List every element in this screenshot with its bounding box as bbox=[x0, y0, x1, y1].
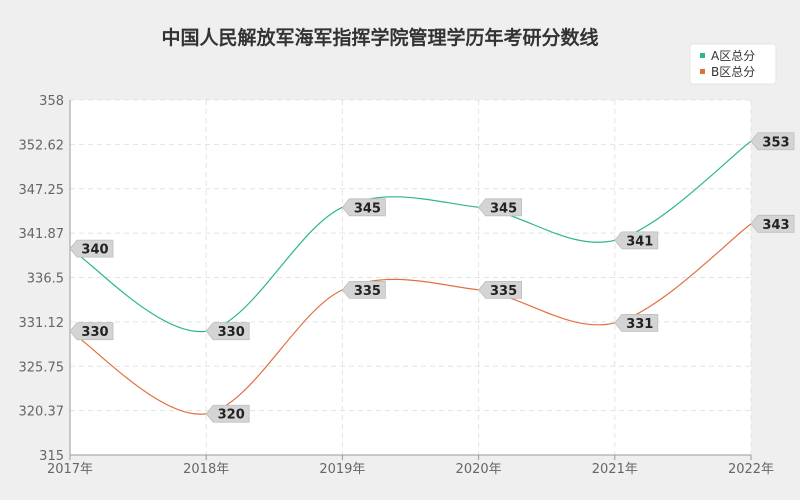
data-label-1: 330 bbox=[205, 322, 250, 341]
data-label-bg bbox=[478, 198, 522, 217]
data-label-bg bbox=[750, 132, 795, 151]
legend-label-2: B区总分 bbox=[711, 65, 755, 79]
data-label-text: 343 bbox=[762, 218, 789, 233]
data-label-bg bbox=[69, 322, 114, 341]
data-label-text: 335 bbox=[490, 284, 517, 299]
data-label-1: 345 bbox=[341, 198, 386, 217]
data-label-1: 340 bbox=[69, 239, 114, 258]
data-label-bg bbox=[750, 214, 795, 233]
data-label-2: 335 bbox=[341, 280, 386, 299]
x-tick-label: 2019年 bbox=[319, 462, 365, 477]
chart-title: 中国人民解放军海军指挥学院管理学历年考研分数线 bbox=[161, 26, 598, 49]
y-tick-label: 347.25 bbox=[19, 183, 65, 198]
axes: 315 320.37 325.75 331.12 336.5 341.87 347.25 35… bbox=[19, 94, 775, 477]
data-label-bg bbox=[614, 231, 659, 250]
data-label-1: 345 bbox=[478, 198, 522, 217]
legend-swatch-2 bbox=[700, 69, 705, 74]
data-label-2: 343 bbox=[750, 214, 795, 233]
legend: A区总分 B区总分 bbox=[689, 43, 777, 85]
data-label-bg bbox=[614, 314, 659, 332]
y-tick-label: 336.5 bbox=[27, 272, 64, 287]
data-label-text: 331 bbox=[626, 317, 653, 332]
data-label-2: 335 bbox=[478, 280, 522, 299]
x-tick-label: 2017年 bbox=[47, 462, 93, 477]
data-label-bg bbox=[341, 198, 386, 217]
data-label-bg bbox=[205, 404, 250, 423]
legend-swatch-1 bbox=[700, 53, 705, 58]
y-tick-label: 325.75 bbox=[19, 360, 65, 375]
x-tick-label: 2021年 bbox=[592, 462, 638, 477]
data-label-text: 335 bbox=[354, 284, 381, 299]
data-label-text: 353 bbox=[762, 135, 789, 150]
data-labels: 340 330 345 345 341 353 330 320 335 335 331 343 bbox=[69, 132, 795, 423]
data-label-text: 320 bbox=[218, 408, 245, 423]
x-tick-label: 2020年 bbox=[456, 462, 502, 477]
data-label-text: 330 bbox=[81, 325, 108, 340]
data-label-text: 330 bbox=[218, 325, 245, 340]
data-label-text: 345 bbox=[490, 201, 517, 216]
y-tick-label: 331.12 bbox=[19, 316, 65, 331]
legend-label-1: A区总分 bbox=[711, 49, 755, 63]
data-label-text: 341 bbox=[626, 234, 653, 249]
x-tick-label: 2018年 bbox=[183, 462, 229, 477]
y-tick-label: 315 bbox=[39, 449, 64, 464]
data-label-2: 320 bbox=[205, 404, 250, 423]
data-label-2: 331 bbox=[614, 314, 659, 332]
data-label-bg bbox=[341, 280, 386, 299]
data-label-1: 353 bbox=[750, 132, 795, 151]
data-label-text: 340 bbox=[81, 243, 108, 258]
data-label-text: 345 bbox=[354, 201, 381, 216]
y-tick-label: 320.37 bbox=[19, 405, 65, 420]
data-label-1: 341 bbox=[614, 231, 659, 250]
y-tick-label: 358 bbox=[39, 94, 64, 109]
y-tick-label: 352.62 bbox=[19, 138, 65, 153]
data-label-bg bbox=[205, 322, 250, 341]
data-label-2: 330 bbox=[69, 322, 114, 341]
data-label-bg bbox=[478, 280, 522, 299]
x-tick-label: 2022年 bbox=[728, 462, 774, 477]
y-tick-label: 341.87 bbox=[19, 227, 65, 242]
legend-box bbox=[689, 43, 777, 85]
data-label-bg bbox=[69, 239, 114, 258]
